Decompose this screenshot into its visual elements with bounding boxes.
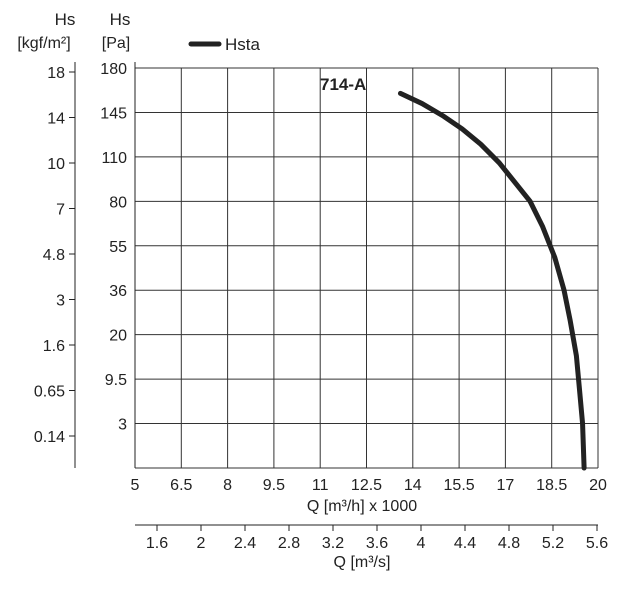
grid [134,67,599,469]
y-tick-label: 20 [109,328,127,345]
y2-tick-label: 1.6 [43,338,65,355]
x2-tick-label: 1.6 [146,535,168,552]
x2-tick-label: 4.8 [498,535,520,552]
y-tick-label: 180 [100,61,127,78]
y-tick-label: 36 [109,283,127,300]
y-axis-label-line1: Hs [110,10,131,29]
x-tick-label: 5 [131,477,140,494]
y2-tick-label: 7 [56,202,65,219]
x-tick-label: 9.5 [263,477,285,494]
y2-tick-label: 0.14 [34,429,65,446]
y2-tick-label: 4.8 [43,247,65,264]
y-axis-label-line2: [Pa] [102,35,130,52]
y2-tick-label: 3 [56,293,65,310]
x2-tick-label: 3.2 [322,535,344,552]
x2-tick-label: 5.6 [586,535,608,552]
y2-tick-label: 18 [47,65,65,82]
x-tick-label: 15.5 [444,477,475,494]
y2-tick-label: 0.65 [34,384,65,401]
y2-axis-label-line1: Hs [55,10,76,29]
y-tick-label: 80 [109,194,127,211]
y-tick-label: 55 [109,239,127,256]
x2-tick-label: 4 [417,535,426,552]
legend-label-hsta: Hsta [225,35,261,54]
series-line-hsta [397,90,587,471]
x-tick-label: 17 [497,477,515,494]
x-tick-label: 18.5 [536,477,567,494]
x2-axis-ticks: 1.6 2 2.4 2.8 3.2 3.6 4 4.4 4.8 5.2 5.6 [146,525,608,552]
x2-tick-label: 2.8 [278,535,300,552]
y2-axis-label-line2: [kgf/m²] [17,35,70,52]
x-tick-label: 8 [223,477,232,494]
y-tick-label: 145 [100,105,127,122]
x2-tick-label: 2.4 [234,535,256,552]
y2-tick-label: 10 [47,156,65,173]
x-tick-label: 12.5 [351,477,382,494]
x-tick-label: 14 [404,477,422,494]
x2-tick-label: 3.6 [366,535,388,552]
x2-axis-label: Q [m³/s] [334,554,391,571]
y-tick-label: 9.5 [105,372,127,389]
y-tick-label: 3 [118,417,127,434]
x-tick-label: 20 [589,477,607,494]
y-tick-label: 110 [101,150,127,167]
y2-axis-ticks: 18 14 10 7 4.8 3 1.6 0.65 0.14 [34,65,75,446]
x-tick-label: 11 [312,477,329,494]
x-axis-label: Q [m³/h] x 1000 [307,498,417,515]
x2-tick-label: 2 [197,535,206,552]
chart-title: 714-A [320,75,366,94]
y2-tick-label: 14 [47,111,65,128]
x2-tick-label: 5.2 [542,535,564,552]
x-axis-ticks: 5 6.5 8 9.5 11 12.5 14 15.5 17 18.5 20 [131,477,607,494]
y-axis-ticks: 180 145 110 80 55 36 20 9.5 3 [100,61,127,434]
x-tick-label: 6.5 [170,477,192,494]
series-layer [397,90,587,471]
x2-tick-label: 4.4 [454,535,476,552]
